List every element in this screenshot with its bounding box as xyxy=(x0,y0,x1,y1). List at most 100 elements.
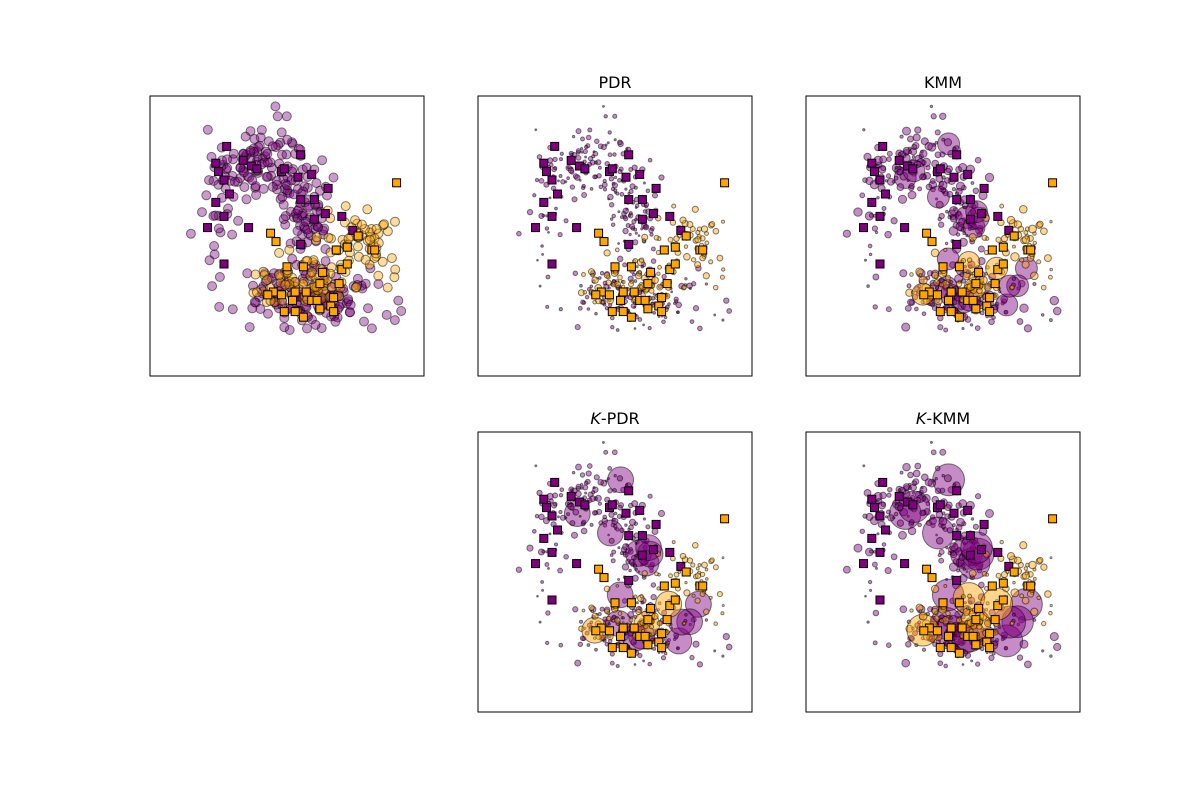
source-point xyxy=(673,296,679,302)
target-point xyxy=(648,624,655,630)
labeled-source-square xyxy=(859,223,868,233)
labeled-target-square xyxy=(616,295,625,305)
labeled-source-square xyxy=(867,533,877,543)
labeled-target-square xyxy=(985,643,995,653)
source-point xyxy=(609,660,615,666)
labeled-target-square xyxy=(919,626,929,636)
source-point xyxy=(613,175,618,180)
target-point xyxy=(683,244,689,249)
source-point xyxy=(302,224,313,235)
source-point xyxy=(658,174,665,181)
source-point xyxy=(951,523,956,528)
source-point xyxy=(631,219,637,225)
source-point xyxy=(633,327,637,330)
target-point xyxy=(716,591,723,598)
target-point xyxy=(1009,284,1015,290)
target-point xyxy=(588,604,595,611)
source-point xyxy=(899,605,908,614)
labeled-source-square xyxy=(214,167,223,177)
target-point xyxy=(968,233,977,242)
target-point xyxy=(251,287,262,298)
source-point xyxy=(242,268,253,279)
labeled-target-square xyxy=(922,564,932,574)
source-point xyxy=(255,132,266,143)
target-point xyxy=(945,610,951,617)
source-point xyxy=(697,325,703,332)
source-point xyxy=(548,196,552,200)
target-point xyxy=(604,608,610,615)
source-point xyxy=(541,252,545,256)
source-point xyxy=(872,640,878,646)
source-point xyxy=(558,492,564,498)
source-point xyxy=(552,156,558,163)
source-point xyxy=(946,527,954,534)
labeled-source-square xyxy=(993,211,1003,221)
target-point xyxy=(583,626,587,630)
source-point xyxy=(611,517,619,525)
source-point xyxy=(534,513,540,519)
target-point xyxy=(709,557,715,563)
labeled-source-square xyxy=(624,150,634,160)
labeled-source-square xyxy=(952,239,962,249)
source-point xyxy=(544,562,550,567)
target-point xyxy=(721,603,725,608)
scatter-points xyxy=(516,105,733,332)
target-point xyxy=(976,287,983,295)
source-point xyxy=(663,315,668,320)
source-point xyxy=(894,501,898,506)
labeled-source-square xyxy=(348,225,358,235)
labeled-source-square xyxy=(635,505,645,515)
target-point xyxy=(656,608,660,612)
target-point xyxy=(360,254,371,265)
source-point xyxy=(292,213,303,224)
source-point xyxy=(545,550,549,554)
target-point xyxy=(1013,220,1023,229)
target-point xyxy=(632,258,638,264)
source-point xyxy=(616,513,622,519)
target-point xyxy=(938,282,944,288)
target-point xyxy=(648,287,655,294)
labeled-source-square xyxy=(676,225,686,235)
source-point xyxy=(613,188,618,193)
target-point xyxy=(695,566,700,571)
labeled-source-square xyxy=(875,211,885,221)
target-point xyxy=(611,618,616,623)
source-point xyxy=(872,304,878,310)
source-point xyxy=(634,206,638,210)
labeled-source-square xyxy=(875,511,885,521)
source-point xyxy=(872,609,880,617)
source-point xyxy=(1016,622,1021,627)
source-point xyxy=(688,622,692,627)
source-point xyxy=(871,561,878,568)
target-point xyxy=(671,203,677,209)
source-point xyxy=(897,488,902,492)
source-point xyxy=(611,449,618,456)
source-point xyxy=(557,232,563,238)
labeled-source-square xyxy=(296,239,306,249)
source-point xyxy=(313,222,323,233)
source-point xyxy=(589,187,594,191)
source-point xyxy=(686,282,693,289)
source-point xyxy=(607,465,613,471)
source-point xyxy=(389,315,400,326)
target-point xyxy=(1021,235,1031,244)
source-point xyxy=(300,216,311,227)
source-point xyxy=(292,184,303,195)
source-point xyxy=(545,274,551,280)
labeled-target-square xyxy=(629,623,639,633)
target-point xyxy=(1044,590,1052,598)
target-point xyxy=(656,271,661,276)
source-point xyxy=(961,641,965,645)
target-point xyxy=(1006,215,1016,225)
labeled-target-square xyxy=(670,578,680,588)
labeled-target-square xyxy=(605,290,614,300)
source-point xyxy=(866,284,870,288)
source-point xyxy=(536,154,543,160)
target-point xyxy=(705,577,709,581)
labeled-target-square xyxy=(720,178,730,188)
labeled-target-square xyxy=(616,631,625,641)
target-point xyxy=(311,232,322,243)
source-point xyxy=(599,270,605,276)
labeled-target-square xyxy=(927,573,937,583)
source-point xyxy=(899,269,908,278)
